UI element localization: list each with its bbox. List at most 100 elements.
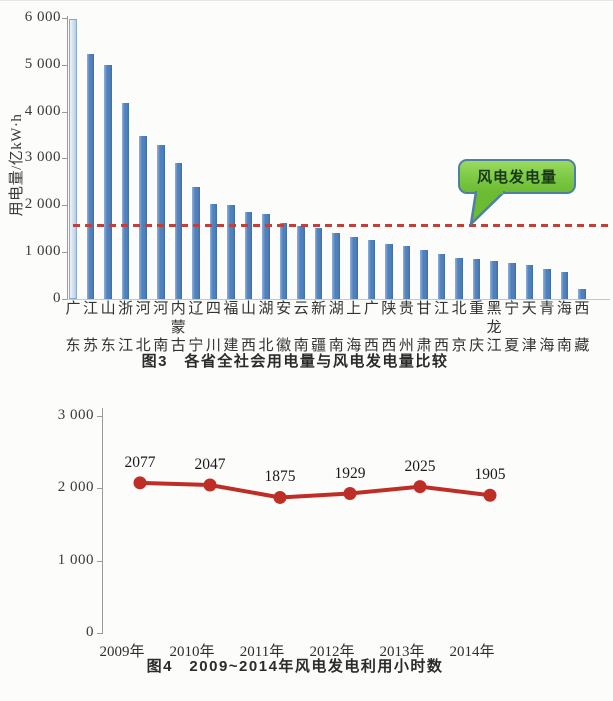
x-label-char: 河 (135, 301, 151, 317)
x-label-2012年: 2012年 (309, 644, 355, 660)
bar-湖南 (332, 233, 341, 299)
x-label-云南: 云南 (293, 302, 310, 354)
x-label-char: 藏 (574, 338, 590, 354)
x-label-海南: 海南 (556, 302, 573, 354)
x-label-char: 海 (539, 338, 555, 354)
bar-辽宁 (192, 186, 200, 299)
y-tick-label: 6 000 (24, 9, 61, 25)
x-label-char: 青 (539, 301, 555, 317)
x-label-河南: 河南 (152, 302, 169, 354)
x-label-char: 西 (434, 338, 450, 354)
x-label-湖南: 湖南 (328, 302, 345, 354)
y-tick-label: 0 (53, 289, 61, 306)
x-label-新疆: 新疆 (310, 302, 327, 354)
data-point-2014年 (483, 488, 497, 502)
x-label-char: 庆 (469, 338, 485, 354)
y-tick-mark (62, 64, 67, 66)
x-label-江苏: 江苏 (82, 302, 99, 354)
x-label-char: 重 (469, 301, 485, 317)
x-label-2013年: 2013年 (379, 644, 425, 660)
data-point-2009年 (133, 476, 147, 490)
x-label-char: 北 (135, 338, 151, 354)
y-tick-label: 2 000 (24, 196, 61, 213)
x-label-char: 西 (363, 338, 379, 354)
x-label-char: 江 (118, 338, 134, 354)
x-label-char: 徽 (276, 338, 292, 354)
x-label-2009年: 2009年 (99, 644, 145, 660)
x-label-河北: 河北 (135, 302, 152, 354)
bar-西藏 (578, 289, 586, 299)
x-label-char: 建 (223, 338, 239, 354)
data-label-2013年: 2025 (404, 457, 436, 475)
x-label-char: 河 (153, 301, 169, 317)
y-tick-mark (62, 111, 67, 113)
data-point-2011年 (273, 490, 287, 504)
bar-浙江 (121, 103, 130, 299)
x-label-char: 浙 (118, 301, 134, 317)
x-label-char: 京 (451, 338, 467, 354)
y-tick-mark (97, 416, 102, 418)
x-label-char: 云 (293, 301, 309, 317)
bar-上海 (350, 237, 358, 299)
bar-黑龙江 (490, 261, 498, 299)
callout-tail-pointer (469, 191, 506, 226)
x-label-char: 古 (170, 338, 186, 354)
x-label-重庆: 重庆 (468, 302, 485, 354)
figure3-caption: 图3 各省全社会用电量与风电发电量比较 (141, 353, 449, 370)
y-tick-label: 4 000 (24, 102, 61, 119)
y-tick-mark (97, 488, 102, 490)
data-point-2010年 (203, 478, 217, 492)
x-label-char: 新 (311, 301, 327, 317)
bar-贵州 (402, 246, 411, 299)
y-tick-mark (62, 252, 67, 254)
x-label-char: 宁 (504, 301, 520, 317)
x-label-char: 东 (100, 338, 116, 354)
bar-宁夏 (507, 262, 516, 299)
x-label-char: 辽 (188, 301, 204, 317)
x-label-广西: 广西 (363, 302, 380, 354)
bar-广东 (69, 18, 77, 299)
bar-河南 (156, 144, 165, 299)
bar-北京 (455, 257, 463, 299)
x-label-char: 苏 (83, 338, 99, 354)
x-label-山东: 山东 (100, 302, 117, 354)
bar-安徽 (279, 222, 288, 299)
x-label-青海: 青海 (538, 302, 555, 354)
x-label-char: 贵 (398, 301, 414, 317)
bar-福建 (227, 204, 235, 299)
x-label-广东: 广东 (65, 302, 82, 354)
x-label-福建: 福建 (222, 302, 239, 354)
y-tick-label: 1 000 (57, 551, 94, 568)
bar-河北 (139, 135, 147, 299)
x-label-char: 海 (556, 301, 572, 317)
data-point-2013年 (413, 480, 427, 494)
x-label-浙江: 浙江 (117, 302, 134, 354)
x-label-安徽: 安徽 (275, 302, 292, 354)
x-label-2010年: 2010年 (169, 644, 215, 660)
x-label-char: 山 (100, 301, 116, 317)
bar-湖北 (262, 213, 270, 299)
x-label-char: 甘 (416, 301, 432, 317)
x-label-char: 广 (363, 301, 379, 317)
bar-海南 (560, 272, 569, 299)
x-label-char: 江 (83, 301, 99, 317)
x-label-char: 海 (346, 338, 362, 354)
x-label-char: 山 (240, 301, 256, 317)
y-tick-mark (62, 18, 67, 19)
bar-天津 (525, 265, 534, 299)
bar-山东 (104, 65, 112, 299)
x-label-甘肃: 甘肃 (416, 302, 433, 354)
x-label-江西: 江西 (433, 302, 450, 354)
x-label-贵州: 贵州 (398, 302, 415, 354)
x-label-char: 西 (381, 338, 397, 354)
figure4-caption: 图4 2009~2014年风电发电利用小时数 (146, 658, 444, 675)
x-label-char: 南 (293, 338, 309, 354)
bar-江苏 (86, 54, 95, 299)
x-label-湖北: 湖北 (258, 302, 275, 354)
y-tick-label: 2 000 (57, 479, 94, 496)
x-label-char: 四 (205, 301, 221, 317)
y-tick-label: 0 (86, 624, 94, 640)
x-label-char: 宁 (188, 338, 204, 354)
x-label-char: 陕 (381, 301, 397, 317)
